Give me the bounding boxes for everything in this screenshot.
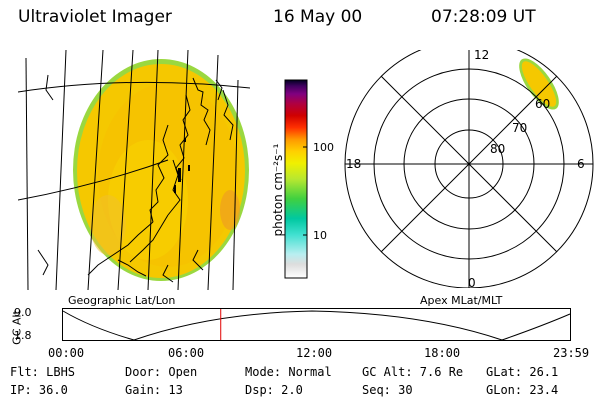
colorbar-tick-100: 100 — [313, 141, 334, 154]
timeline-tick-0: 00:00 — [48, 346, 85, 360]
apex-label: Apex MLat/MLT — [420, 294, 503, 307]
status-gain: Gain: 13 — [125, 383, 183, 397]
status-flt: Flt: LBHS — [10, 365, 76, 379]
status-seq: Seq: 30 — [362, 383, 413, 397]
earth-image-panel — [18, 50, 250, 290]
timeline-tick-3: 18:00 — [424, 346, 461, 360]
altitude-timeline-plot — [62, 308, 571, 341]
status-gc-alt: GC Alt: 7.6 Re — [362, 365, 464, 379]
mlat-80-label: 80 — [490, 142, 505, 156]
timeline-tick-2: 12:00 — [296, 346, 333, 360]
timeline-tick-4: 23:59 — [553, 346, 590, 360]
mlat-60-label: 60 — [535, 97, 550, 111]
status-dsp: Dsp: 2.0 — [245, 383, 303, 397]
timeline-ymax: 9.0 — [14, 306, 32, 319]
timeline-tick-1: 06:00 — [168, 346, 205, 360]
time: 07:28:09 UT — [431, 7, 536, 27]
status-ip: IP: 36.0 — [10, 383, 68, 397]
coastlines — [37, 74, 234, 283]
polar-mlat-mlt-plot: 12 18 6 0 60 70 80 — [344, 50, 594, 288]
mlat-70-label: 70 — [512, 121, 527, 135]
mlt-6-label: 6 — [577, 157, 585, 171]
title: Ultraviolet Imager — [18, 7, 172, 27]
date: 16 May 00 — [273, 7, 363, 27]
altitude-curve — [62, 310, 571, 341]
mlt-12-label: 12 — [474, 50, 489, 62]
status-mode: Mode: Normal — [245, 365, 332, 379]
mlt-18-label: 18 — [346, 157, 361, 171]
geographic-label: Geographic Lat/Lon — [68, 294, 176, 307]
aurora-patch — [519, 58, 559, 110]
status-glon: GLon: 23.4 — [486, 383, 559, 397]
colorbar-tick-10: 10 — [313, 229, 327, 242]
timeline-ymin: 1.8 — [14, 329, 32, 342]
status-glat: GLat: 26.1 — [486, 365, 559, 379]
lat-lon-grid — [18, 50, 250, 290]
land-features — [174, 138, 190, 193]
color-scale-bar — [284, 79, 308, 279]
colorbar-unit-label: photon cm⁻²s⁻¹ — [271, 143, 285, 237]
mlt-0-label: 0 — [468, 276, 476, 288]
status-door: Door: Open — [125, 365, 198, 379]
